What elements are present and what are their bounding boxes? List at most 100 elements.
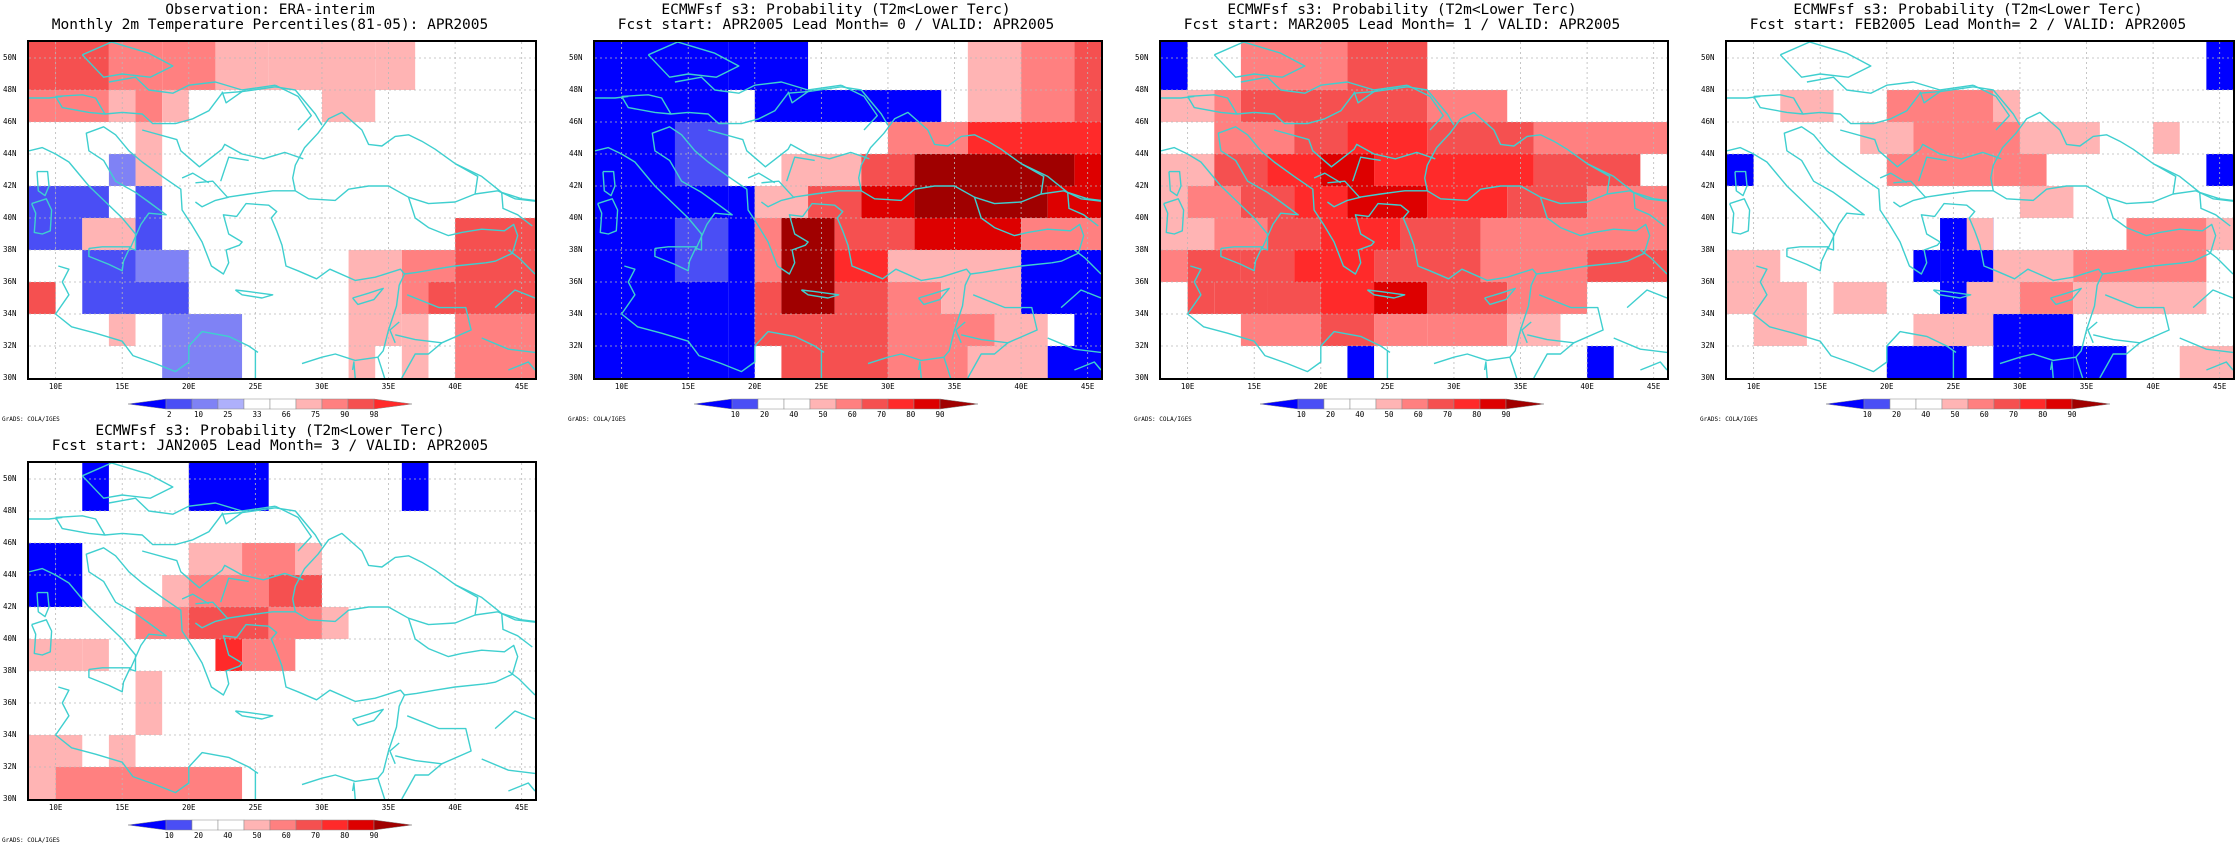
- probability-cell: [754, 218, 782, 250]
- probability-cell: [1187, 250, 1241, 282]
- probability-cell: [55, 767, 243, 799]
- coastline: [2192, 289, 2233, 309]
- probability-cell: [1161, 42, 1188, 90]
- coastline: [760, 196, 795, 208]
- panel-subtitle: Monthly 2m Temperature Percentiles(81-05…: [51, 17, 489, 33]
- coastline: [647, 42, 740, 78]
- probability-cell: [1966, 282, 2020, 314]
- probability-cell: [1587, 346, 1614, 378]
- lon-tick-label: 20E: [748, 382, 762, 391]
- probability-cell: [162, 346, 243, 378]
- probability-cell: [914, 154, 1075, 186]
- probability-cell: [455, 314, 535, 346]
- map-canvas: [29, 463, 535, 799]
- colorbar-segment: [2045, 398, 2073, 410]
- colorbar-label: 90: [2067, 410, 2077, 419]
- colorbar-segment: [1453, 398, 1481, 410]
- coastline: [81, 463, 174, 499]
- coastline: [494, 710, 535, 730]
- lon-tick-label: 20E: [1880, 382, 1894, 391]
- coastline: [29, 126, 406, 365]
- coastline: [787, 91, 809, 104]
- colorbar-label: 90: [1501, 410, 1511, 419]
- colorbar-segment: [127, 398, 167, 410]
- colorbar-label: 80: [1472, 410, 1482, 419]
- colorbar-label: 66: [281, 410, 291, 419]
- coastline: [1806, 76, 1974, 94]
- probability-cell: [967, 42, 1022, 122]
- coastline: [31, 619, 53, 656]
- probability-cell: [887, 282, 942, 314]
- lat-tick-label: 36N: [3, 698, 17, 707]
- coastline: [88, 667, 131, 693]
- lon-tick-label: 35E: [1513, 382, 1528, 391]
- lon-tick-label: 40E: [1580, 382, 1594, 391]
- credit-label: GrADS: COLA/IGES: [1134, 416, 1192, 423]
- lon-tick-label: 35E: [381, 382, 396, 391]
- panel-title: ECMWFsf s3: Probability (T2m<Lower Terc): [1793, 2, 2143, 18]
- coastline: [1640, 361, 1667, 371]
- probability-cell: [754, 314, 888, 346]
- lat-tick-label: 48N: [1135, 85, 1149, 94]
- probability-cell: [2073, 346, 2127, 378]
- map-panel-observation: Observation: ERA-interim Monthly 2m Temp…: [0, 0, 540, 423]
- lat-tick-label: 46N: [3, 538, 17, 547]
- colorbar-canvas: [1259, 398, 1545, 410]
- colorbar-segment: [1349, 398, 1377, 410]
- probability-cell: [1214, 90, 1241, 122]
- coastline: [407, 617, 519, 685]
- probability-cell: [29, 543, 56, 607]
- probability-cell: [108, 90, 136, 122]
- colorbar-segment: [191, 398, 219, 410]
- probability-cell: [1427, 122, 1534, 154]
- coastline: [1220, 246, 1263, 272]
- coastline: [1840, 129, 2002, 168]
- colorbar-label: 90: [340, 410, 350, 419]
- colorbar-label: 40: [1355, 410, 1365, 419]
- lon-tick-label: 15E: [1813, 382, 1827, 391]
- colorbar-label: 50: [252, 831, 262, 840]
- lon-tick-label: 30E: [315, 803, 329, 812]
- lat-tick-label: 46N: [3, 117, 17, 126]
- coastline: [29, 547, 406, 786]
- probability-cell: [82, 282, 189, 314]
- coastline: [2102, 262, 2184, 275]
- coastline: [955, 321, 966, 344]
- coastline: [918, 287, 950, 306]
- colorbar-label: 40: [223, 831, 233, 840]
- coastline: [943, 356, 952, 378]
- lat-tick-label: 50N: [1135, 53, 1149, 62]
- colorbar-label: 60: [1413, 410, 1423, 419]
- coastline: [351, 361, 356, 378]
- probability-cell: [188, 607, 269, 639]
- coastline: [2050, 287, 2082, 306]
- coastline: [800, 289, 840, 299]
- coastline: [352, 708, 384, 727]
- colorbar-label: 10: [730, 410, 740, 419]
- coastline: [1779, 42, 1872, 78]
- probability-cell: [1021, 250, 1101, 282]
- coastline: [1168, 170, 1182, 197]
- lon-tick-label: 30E: [2013, 382, 2027, 391]
- lat-tick-label: 36N: [3, 277, 17, 286]
- lat-tick-label: 44N: [1701, 149, 1715, 158]
- colorbar-label: 10: [1296, 410, 1306, 419]
- colorbar-canvas: [127, 398, 413, 410]
- coastline: [602, 170, 616, 197]
- lon-tick-label: 40E: [1014, 382, 1028, 391]
- colorbar-label: 20: [193, 831, 204, 840]
- probability-cell: [1427, 314, 1508, 346]
- coastline: [1073, 249, 1101, 275]
- coastline: [351, 782, 356, 799]
- probability-cell: [82, 218, 136, 250]
- coastline: [1786, 246, 1829, 272]
- coastline: [454, 162, 535, 202]
- coastline: [1163, 198, 1185, 235]
- coastline: [1521, 321, 1532, 344]
- coastline: [508, 782, 535, 792]
- coastline: [292, 532, 479, 626]
- colorbar-label: 10: [1862, 410, 1872, 419]
- probability-cell: [1993, 250, 2074, 282]
- coastline: [2179, 337, 2233, 354]
- coastline: [377, 777, 386, 799]
